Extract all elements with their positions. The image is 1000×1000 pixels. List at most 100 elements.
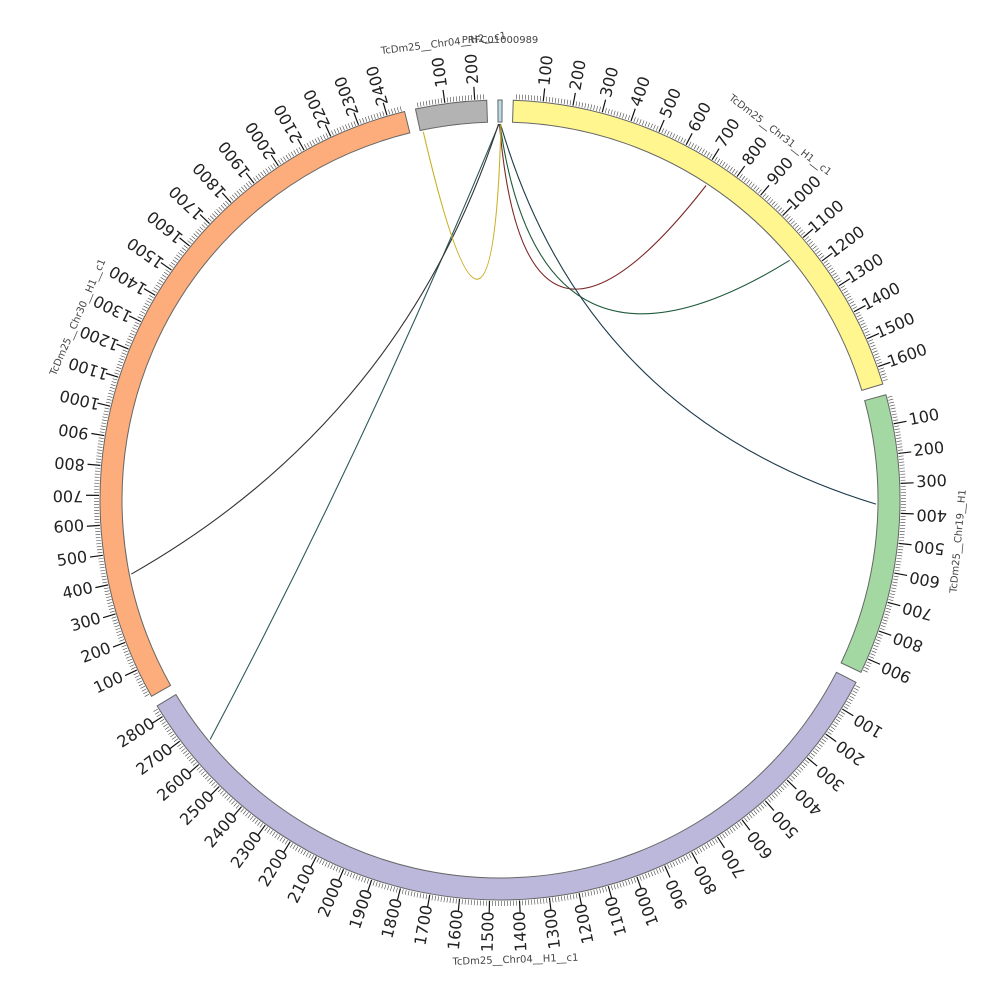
- minor-tick: [458, 96, 461, 102]
- tick-label: 1400: [106, 262, 151, 299]
- minor-tick: [165, 269, 170, 273]
- minor-tick: [127, 658, 133, 662]
- minor-tick: [342, 125, 345, 131]
- minor-tick: [886, 607, 892, 610]
- major-tick: [257, 824, 266, 836]
- minor-tick: [696, 849, 700, 854]
- minor-tick: [126, 341, 131, 344]
- minor-tick: [434, 895, 436, 901]
- minor-tick: [114, 372, 120, 375]
- tick-label: 1500: [123, 234, 167, 273]
- minor-tick: [295, 846, 299, 851]
- minor-tick: [897, 549, 903, 551]
- minor-tick: [394, 107, 396, 113]
- major-tick: [518, 900, 521, 914]
- minor-tick: [650, 871, 654, 877]
- minor-tick: [170, 733, 175, 738]
- minor-tick: [701, 846, 705, 851]
- minor-tick: [178, 252, 183, 256]
- minor-tick: [373, 113, 376, 119]
- minor-tick: [168, 264, 174, 268]
- minor-tick: [449, 897, 451, 903]
- minor-tick: [851, 303, 856, 307]
- minor-tick: [396, 107, 399, 113]
- minor-tick: [128, 335, 134, 339]
- minor-tick: [199, 226, 204, 231]
- minor-tick: [871, 347, 877, 351]
- minor-tick: [835, 718, 841, 723]
- minor-tick: [425, 894, 428, 900]
- major-tick: [151, 716, 163, 725]
- tick-label: 100: [850, 710, 886, 742]
- minor-tick: [616, 883, 619, 889]
- minor-tick: [805, 759, 810, 764]
- minor-tick: [101, 422, 107, 425]
- minor-tick: [220, 204, 225, 209]
- minor-tick: [153, 287, 159, 291]
- minor-tick: [156, 713, 162, 718]
- minor-tick: [892, 581, 898, 584]
- minor-tick: [449, 97, 452, 103]
- minor-tick: [825, 262, 830, 267]
- minor-tick: [138, 313, 144, 317]
- minor-tick: [336, 128, 340, 133]
- major-tick: [86, 524, 100, 527]
- minor-tick: [855, 685, 861, 689]
- minor-tick: [98, 440, 104, 442]
- minor-tick: [894, 569, 900, 572]
- minor-tick: [866, 661, 872, 665]
- minor-tick: [810, 243, 815, 247]
- minor-tick: [709, 841, 713, 847]
- minor-tick: [840, 285, 845, 289]
- major-tick: [473, 86, 476, 100]
- minor-tick: [870, 344, 876, 348]
- minor-tick: [645, 873, 648, 879]
- segment-band-chr31: [512, 99, 884, 392]
- minor-tick: [359, 118, 362, 124]
- major-tick: [116, 343, 129, 350]
- minor-tick: [693, 850, 697, 856]
- tick-label: 1700: [165, 182, 208, 224]
- minor-tick: [96, 543, 102, 545]
- tick-label: 2000: [241, 118, 279, 162]
- minor-tick: [238, 188, 243, 193]
- minor-tick: [322, 134, 326, 140]
- minor-tick: [874, 356, 880, 359]
- minor-tick: [255, 175, 260, 180]
- minor-tick: [895, 434, 901, 436]
- minor-tick: [773, 792, 778, 797]
- minor-tick: [647, 122, 651, 128]
- tick-label: 1300: [90, 291, 135, 326]
- minor-tick: [699, 847, 703, 853]
- minor-tick: [696, 146, 700, 151]
- minor-tick: [100, 569, 106, 572]
- minor-tick: [575, 893, 578, 899]
- minor-tick: [103, 413, 109, 416]
- minor-tick: [758, 189, 762, 194]
- major-tick: [841, 708, 854, 717]
- minor-tick: [157, 282, 162, 286]
- minor-tick: [282, 838, 286, 843]
- minor-tick: [102, 416, 108, 419]
- minor-tick: [895, 431, 901, 433]
- tick-label: 1400: [510, 911, 531, 953]
- major-tick: [366, 879, 373, 893]
- tick-label: 2800: [114, 714, 159, 752]
- minor-tick: [437, 896, 439, 902]
- minor-tick: [155, 284, 161, 288]
- minor-tick: [158, 279, 164, 283]
- minor-tick: [845, 293, 850, 297]
- minor-tick: [171, 736, 177, 740]
- minor-tick: [879, 367, 884, 370]
- minor-tick: [865, 333, 871, 337]
- minor-tick: [265, 168, 269, 173]
- minor-tick: [856, 314, 862, 318]
- minor-tick: [217, 788, 222, 793]
- segment-name-pfc: PRFC01000989: [462, 35, 539, 46]
- minor-tick: [816, 745, 821, 750]
- minor-tick: [639, 119, 642, 125]
- minor-tick: [897, 554, 903, 557]
- minor-tick: [192, 762, 197, 766]
- minor-tick: [758, 806, 762, 811]
- minor-tick: [112, 378, 118, 381]
